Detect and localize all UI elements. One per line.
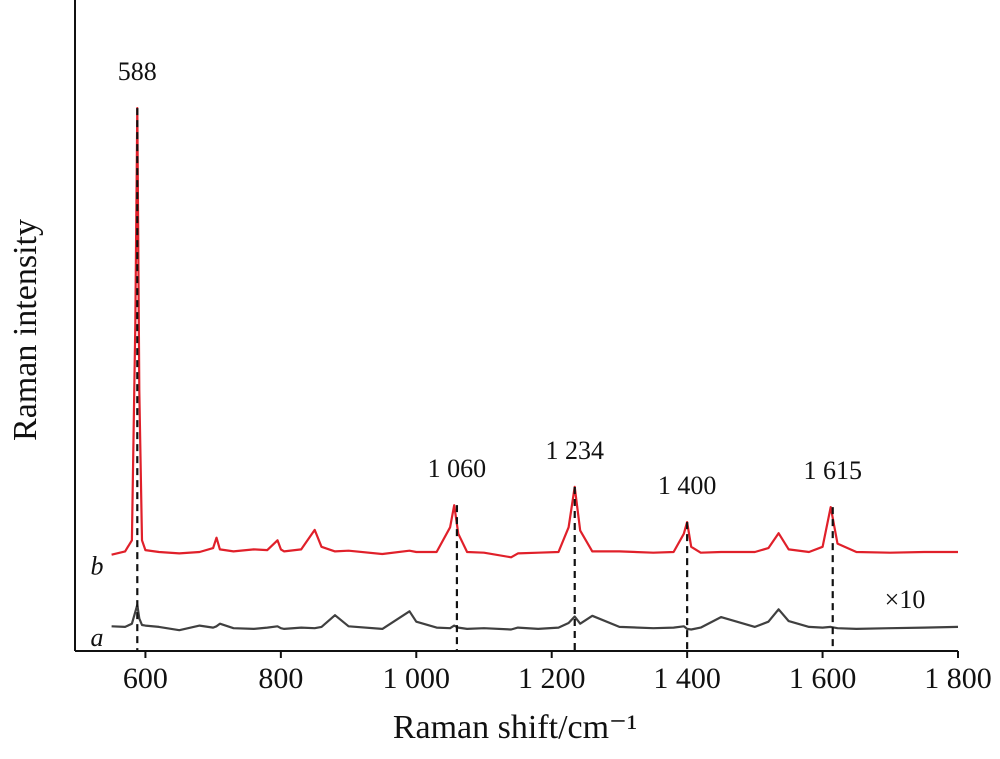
x-tick-label: 1 800 [924, 662, 992, 695]
y-axis-title: Raman intensity [7, 219, 44, 441]
x-axis-title: Raman shift/cm⁻¹ [393, 709, 637, 746]
series-label: a [91, 623, 104, 652]
scale-note: ×10 [885, 585, 926, 614]
x-tick-label: 1 600 [789, 662, 857, 695]
peak-label: 1 060 [428, 454, 487, 483]
peak-label: 1 400 [658, 471, 717, 500]
x-tick-label: 1 400 [653, 662, 721, 695]
peak-label: 1 234 [545, 436, 604, 465]
x-tick-label: 600 [123, 662, 168, 695]
peak-label: 588 [118, 57, 157, 86]
x-tick-label: 1 000 [383, 662, 451, 695]
peak-label: 1 615 [803, 456, 862, 485]
series-label: b [91, 552, 104, 581]
series-line [111, 603, 959, 632]
x-tick-label: 800 [258, 662, 303, 695]
x-tick-label: 1 200 [518, 662, 586, 695]
series-line [111, 107, 958, 559]
